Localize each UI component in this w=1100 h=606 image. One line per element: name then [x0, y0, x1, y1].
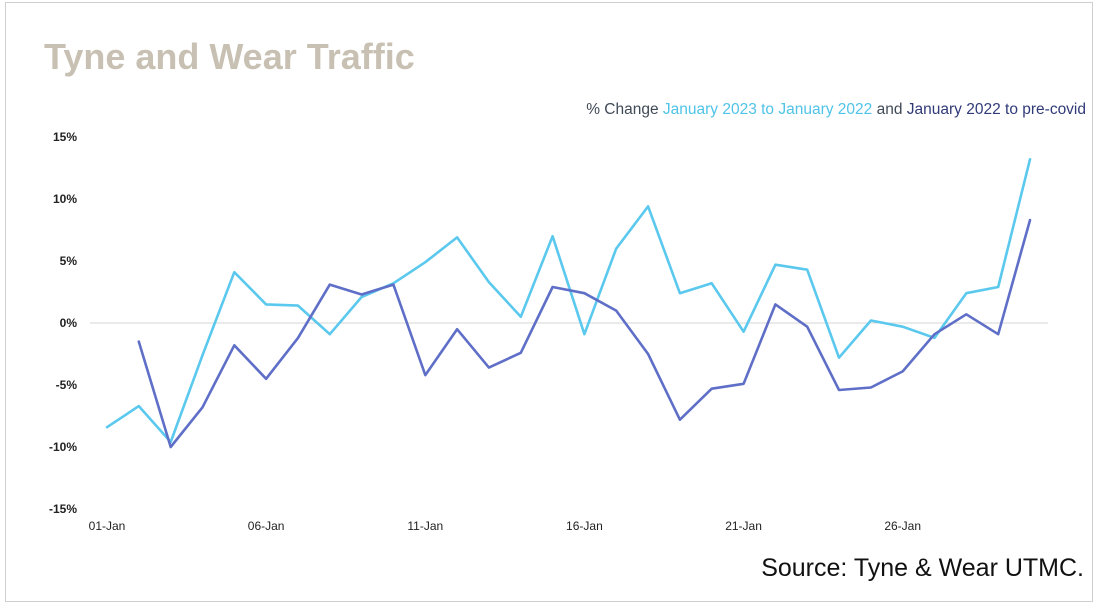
x-tick-label: 06-Jan: [248, 519, 285, 533]
subtitle-series1-label: January 2023 to January 2022: [662, 101, 873, 118]
y-tick-label: 0%: [60, 316, 78, 330]
series-line-2: [137, 218, 1032, 449]
x-tick-label: 01-Jan: [89, 519, 126, 533]
subtitle-series2-label: January 2022 to pre-covid: [906, 101, 1086, 118]
subtitle-prefix: % Change: [586, 101, 663, 118]
series-line-1: [105, 158, 1032, 444]
x-tick-label: 16-Jan: [566, 519, 603, 533]
y-tick-label: -15%: [49, 502, 77, 516]
x-tick-label: 11-Jan: [407, 519, 443, 533]
x-tick-label: 21-Jan: [725, 519, 762, 533]
chart-frame: [5, 2, 1093, 602]
x-tick-label: 26-Jan: [884, 519, 921, 533]
y-tick-label: 10%: [53, 192, 77, 206]
subtitle-joiner: and: [872, 101, 907, 118]
chart-title: Tyne and Wear Traffic: [44, 36, 415, 77]
y-tick-label: -5%: [56, 378, 78, 392]
y-tick-label: -10%: [49, 440, 77, 454]
y-tick-label: 15%: [53, 130, 77, 144]
y-tick-label: 5%: [60, 254, 78, 268]
source-note: Source: Tyne & Wear UTMC.: [761, 554, 1084, 582]
chart-subtitle: % Change January 2023 to January 2022 an…: [586, 101, 1086, 119]
